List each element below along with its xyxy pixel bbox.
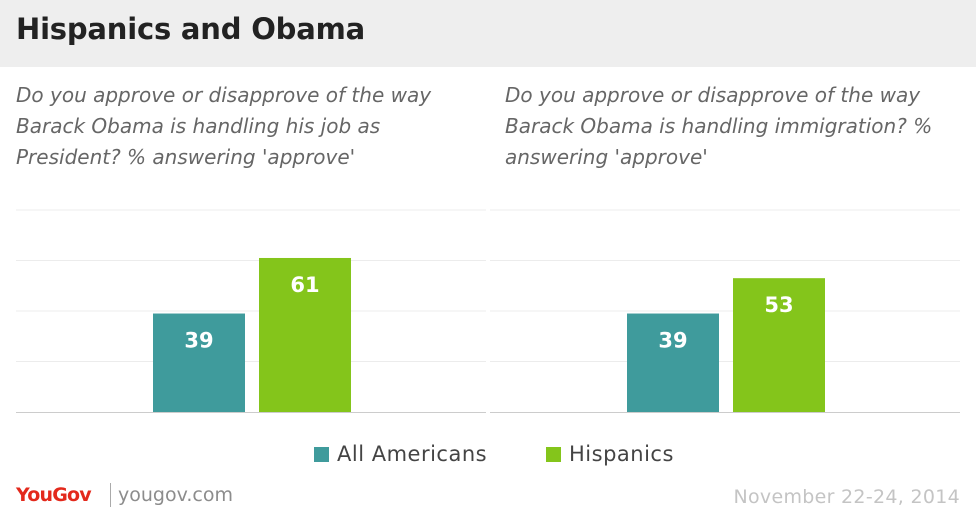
data-label-all-americans: 39 [184, 329, 213, 353]
data-label-all-americans: 39 [658, 329, 687, 353]
chart-title: Hispanics and Obama [16, 12, 365, 46]
title-bar: Hispanics and Obama [0, 0, 976, 67]
bar-hispanics [259, 257, 351, 412]
legend-swatch-all-americans [314, 446, 329, 462]
yougov-logo: YouGov [16, 484, 92, 506]
legend-item-all-americans: All Americans [314, 442, 487, 466]
bar-all-americans [627, 313, 719, 412]
question-job-approval: Do you approve or disapprove of the way … [16, 83, 432, 169]
bar-all-americans [153, 313, 245, 412]
data-label-hispanics: 53 [764, 293, 793, 317]
footer-site-link[interactable]: yougov.com [118, 484, 233, 506]
survey-date: November 22-24, 2014 [733, 486, 960, 508]
legend: All Americans Hispanics [0, 442, 976, 472]
legend-swatch-hispanics [546, 446, 561, 462]
legend-label-all-americans: All Americans [337, 442, 488, 466]
legend-label-hispanics: Hispanics [569, 442, 674, 466]
bar-hispanics [733, 278, 825, 412]
legend-item-hispanics: Hispanics [546, 442, 674, 466]
footer-divider [110, 483, 111, 507]
question-immigration-approval: Do you approve or disapprove of the way … [505, 83, 933, 169]
data-label-hispanics: 61 [290, 273, 319, 297]
